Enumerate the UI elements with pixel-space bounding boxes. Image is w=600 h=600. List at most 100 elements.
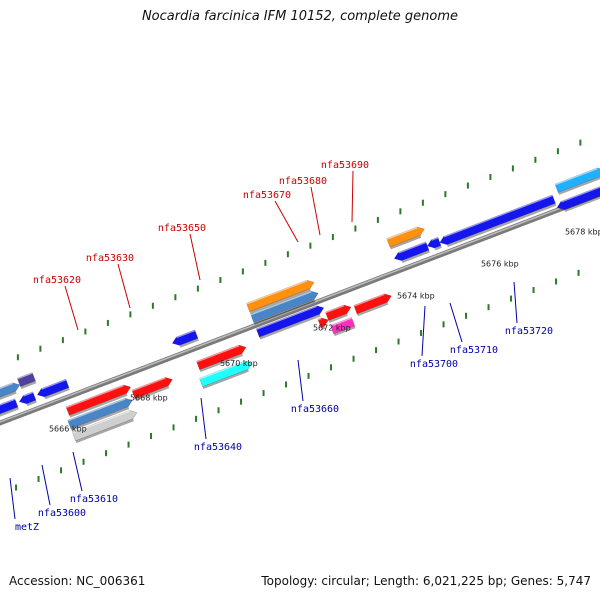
label-leader [297,359,304,402]
feature-highlight [72,410,131,434]
label-leader [41,464,51,506]
gene-feature [196,344,247,373]
label-leader [9,477,16,520]
gene-label: metZ [15,522,39,533]
feature-highlight [330,317,352,327]
feature-highlight [65,384,124,409]
genome-summary: Topology: circular; Length: 6,021,225 bp… [261,574,591,588]
accession-text: Accession: NC_006361 [9,574,146,588]
gene-feature [255,305,325,340]
feature-highlight [554,167,598,186]
feature-shadow [357,302,389,317]
scale-ticks: 5666 kbp 5668 kbp 5670 kbp 5672 kbp 5674 kbp… [49,227,600,433]
tick-label: 5670 kbp [220,359,258,368]
feature-highlight [23,391,34,397]
gene-feature [325,304,352,323]
gene-label: nfa53640 [194,442,242,453]
label-leader [64,285,79,331]
gene-label: nfa53670 [243,190,291,201]
feature-highlight [0,382,14,398]
feature-highlight [398,241,427,254]
feature-highlight [431,237,439,241]
gene-features [0,167,600,444]
feature-shadow [328,313,348,323]
label-leader [310,186,321,236]
feature-highlight [17,372,33,380]
feature-shadow [434,245,442,251]
gene-label: nfa53610 [70,494,118,505]
feature-shadow [44,387,70,400]
gene-feature [246,279,315,314]
gene-feature [65,384,132,418]
feature-shadow [389,235,422,250]
feature-highlight [199,360,246,380]
feature-body [439,194,556,245]
label-leader [200,397,207,440]
gene-label: nfa53680 [279,176,327,187]
tick-label: 5678 kbp [565,227,600,236]
gene-label: nfa53620 [33,275,81,286]
tick-label: 5666 kbp [49,424,87,433]
gene-feature [199,360,253,389]
feature-highlight [0,398,16,411]
feature-shadow [179,338,199,348]
label-leader [513,281,518,324]
backbone-line [0,191,600,426]
label-leader [274,200,299,243]
gene-label: nfa53720 [505,326,553,337]
feature-shadow [135,385,170,401]
feature-highlight [176,329,196,339]
feature-shadow [249,288,311,314]
gene-feature [131,377,173,401]
label-leader [117,263,131,309]
gene-feature [554,167,600,195]
tick-label: 5674 kbp [397,292,435,301]
feature-highlight [256,305,318,330]
gene-feature [393,241,430,263]
feature-highlight [317,317,322,321]
genome-backbone [0,191,600,426]
tick-label: 5676 kbp [481,260,519,269]
feature-highlight [246,280,308,305]
feature-shadow [202,369,249,389]
gene-feature [317,317,329,330]
scale-dashes [15,139,582,491]
feature-shadow [558,176,600,195]
feature-body [556,182,600,210]
feature-highlight [250,291,312,316]
gene-feature [36,378,70,400]
label-leader [449,302,463,343]
feature-highlight [561,182,600,203]
tick-label: 5668 kbp [130,393,168,402]
gene-label: nfa53630 [86,253,134,264]
gene-feature [18,391,37,407]
feature-shadow [69,393,128,418]
feature-highlight [325,304,345,314]
gene-feature [386,226,425,250]
gene-feature [250,290,319,325]
gene-label: nfa53660 [291,404,339,415]
feature-highlight [67,398,126,422]
feature-shadow [321,326,326,330]
feature-shadow [75,418,134,444]
label-leader [421,305,426,357]
feature-highlight [131,377,166,392]
gene-label: nfa53700 [410,359,458,370]
gene-label: nfa53600 [38,508,86,519]
feature-shadow [70,406,130,431]
tick-label: 5672 kbp [313,324,351,333]
feature-highlight [196,345,240,363]
feature-shadow [0,407,19,420]
feature-shadow [259,314,321,340]
map-title: Nocardia farcinica IFM 10152, complete g… [141,9,459,24]
gene-feature [330,317,356,337]
gene-feature [0,398,19,420]
feature-shadow [333,325,356,337]
gene-feature [426,236,442,251]
feature-shadow [199,353,243,373]
gene-feature [67,397,133,431]
feature-shadow [20,380,37,389]
label-leader [189,233,201,281]
gene-feature [353,293,392,317]
label-leader [351,170,354,223]
